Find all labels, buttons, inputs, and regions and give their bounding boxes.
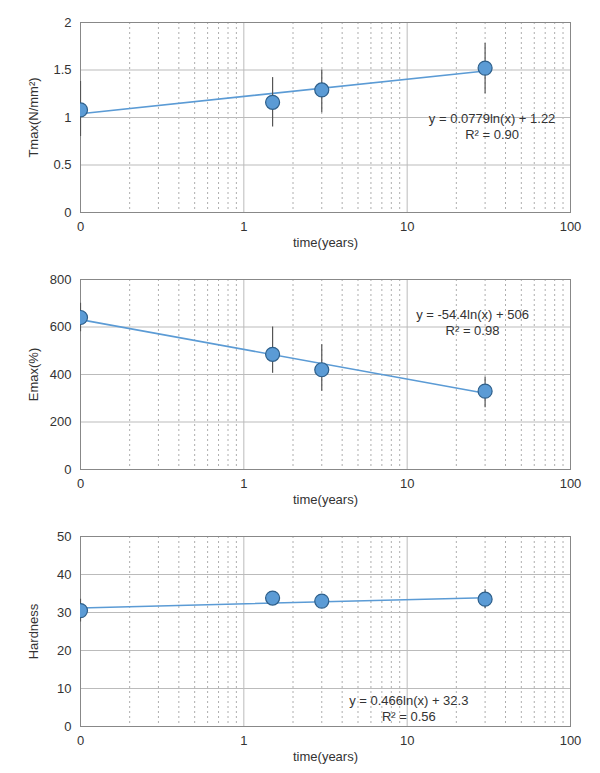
- svg-text:40: 40: [57, 567, 71, 582]
- svg-text:20: 20: [57, 643, 71, 658]
- svg-text:1: 1: [240, 733, 247, 748]
- svg-text:100: 100: [560, 733, 582, 748]
- svg-text:Hardness: Hardness: [26, 603, 41, 659]
- svg-text:1.5: 1.5: [53, 62, 71, 77]
- svg-text:0: 0: [77, 733, 84, 748]
- svg-text:800: 800: [50, 272, 72, 287]
- svg-text:200: 200: [50, 414, 72, 429]
- svg-text:time(years): time(years): [293, 749, 358, 764]
- svg-text:y = 0.466ln(x) + 32.3: y = 0.466ln(x) + 32.3: [349, 693, 468, 708]
- svg-text:2: 2: [64, 15, 71, 30]
- svg-text:0: 0: [64, 719, 71, 734]
- svg-text:Tmax(N/mm²): Tmax(N/mm²): [26, 77, 41, 157]
- svg-text:1: 1: [240, 219, 247, 234]
- svg-text:10: 10: [400, 219, 414, 234]
- svg-text:50: 50: [57, 529, 71, 544]
- svg-text:30: 30: [57, 605, 71, 620]
- svg-text:0: 0: [77, 219, 84, 234]
- svg-text:10: 10: [400, 476, 414, 491]
- svg-text:0: 0: [77, 476, 84, 491]
- svg-text:time(years): time(years): [293, 492, 358, 507]
- svg-text:100: 100: [560, 476, 582, 491]
- svg-text:Emax(%): Emax(%): [26, 348, 41, 401]
- svg-text:R² = 0.90: R² = 0.90: [465, 127, 519, 142]
- svg-text:y = 0.0779ln(x) + 1.22: y = 0.0779ln(x) + 1.22: [429, 111, 555, 126]
- svg-text:600: 600: [50, 319, 72, 334]
- svg-text:time(years): time(years): [293, 235, 358, 250]
- svg-text:y = -54.4ln(x) + 506: y = -54.4ln(x) + 506: [416, 307, 529, 322]
- svg-text:100: 100: [560, 219, 582, 234]
- svg-text:R² = 0.98: R² = 0.98: [446, 323, 500, 338]
- svg-text:1: 1: [64, 110, 71, 125]
- svg-text:0: 0: [64, 462, 71, 477]
- svg-text:10: 10: [57, 681, 71, 696]
- svg-text:10: 10: [400, 733, 414, 748]
- svg-text:400: 400: [50, 367, 72, 382]
- svg-text:R² = 0.56: R² = 0.56: [382, 709, 436, 724]
- svg-text:0.5: 0.5: [53, 157, 71, 172]
- svg-text:1: 1: [240, 476, 247, 491]
- svg-text:0: 0: [64, 205, 71, 220]
